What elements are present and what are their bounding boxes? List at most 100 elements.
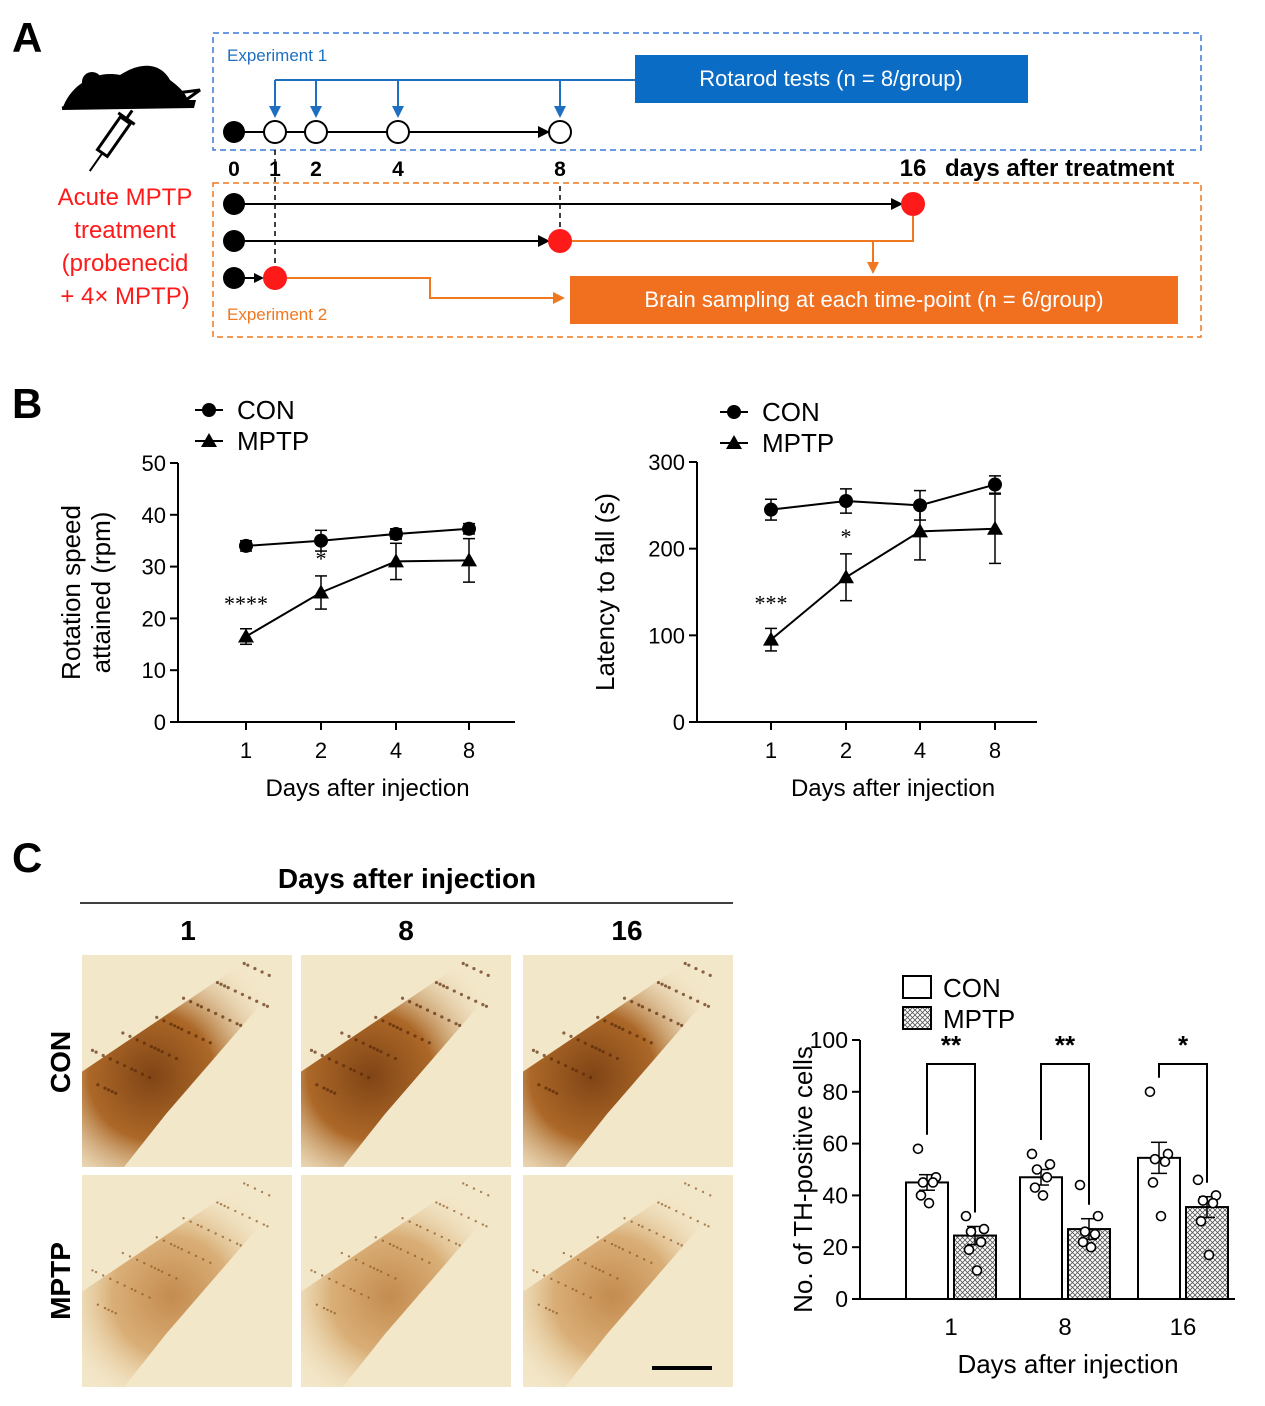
cell-speckle: [315, 1083, 319, 1087]
cell-speckle: [313, 1270, 317, 1274]
legend-marker: [726, 435, 742, 449]
cell-speckle: [676, 1242, 680, 1245]
cell-speckle: [265, 1004, 270, 1008]
cell-speckle: [90, 1048, 95, 1052]
cell-speckle: [642, 1258, 646, 1261]
row-label-mptp: MPTP: [45, 1242, 76, 1320]
column-label-16: 16: [611, 915, 642, 946]
cell-speckle: [228, 1018, 232, 1022]
cell-speckle: [460, 1213, 463, 1216]
cell-speckle: [121, 1251, 125, 1255]
cell-speckle: [543, 1274, 546, 1277]
cell-speckle: [434, 980, 439, 985]
cell-speckle: [664, 1204, 667, 1208]
cell-speckle: [206, 1008, 211, 1012]
syringe-icon: [88, 109, 136, 172]
column-label-8: 8: [398, 915, 414, 946]
cell-speckle: [630, 1000, 634, 1004]
cell-speckle: [340, 1251, 344, 1255]
cell-speckle: [532, 1269, 535, 1272]
cell-speckle: [201, 1037, 205, 1041]
cell-speckle: [395, 1025, 399, 1030]
orange-arrowhead-2: [553, 292, 565, 304]
brain-sampling-text: Brain sampling at each time-point (n = 6…: [644, 287, 1103, 312]
cell-speckle: [615, 1056, 619, 1061]
treatment-line-4: + 4× MPTP): [60, 283, 189, 310]
cell-speckle: [128, 1255, 132, 1258]
data-point: [978, 1223, 990, 1235]
cell-speckle: [401, 1217, 404, 1220]
cell-speckle: [660, 982, 664, 986]
legend-label-con: CON: [762, 397, 820, 427]
data-point: [1155, 1210, 1167, 1222]
data-point: [1092, 1210, 1104, 1222]
data-point: [1077, 1236, 1089, 1248]
cell-speckle: [662, 1235, 666, 1239]
micrograph-con-16: [523, 955, 733, 1167]
significance-label: ***: [755, 590, 788, 615]
cell-speckle: [374, 1015, 378, 1019]
point-con: [239, 538, 253, 553]
cell-speckle: [176, 1025, 180, 1030]
y-tick-label: 20: [142, 606, 166, 631]
cell-speckle: [226, 1206, 230, 1209]
data-point: [1089, 1228, 1101, 1240]
treatment-line-1: Acute MPTP: [58, 184, 193, 211]
data-point: [1074, 1179, 1086, 1191]
series-line-mptp: [245, 559, 470, 638]
cell-speckle: [347, 1034, 351, 1039]
point-con: [314, 533, 328, 548]
point-con: [988, 477, 1002, 492]
micrograph-mptp-8: [301, 1175, 511, 1387]
cell-speckle: [196, 1003, 200, 1007]
cell-speckle: [458, 1023, 462, 1027]
cell-speckle: [369, 1265, 372, 1268]
cell-speckle: [255, 1220, 258, 1223]
y-tick-label: 30: [142, 555, 166, 580]
data-point: [1085, 1241, 1097, 1253]
cell-speckle: [155, 1236, 158, 1239]
point-mptp: [313, 584, 329, 599]
cell-speckle: [703, 1223, 707, 1226]
cell-speckle: [388, 1242, 392, 1246]
cell-speckle: [435, 1201, 438, 1204]
cell-speckle: [708, 973, 712, 977]
cell-speckle: [420, 1258, 424, 1261]
cell-speckle: [537, 1303, 541, 1306]
cell-speckle: [94, 1270, 98, 1274]
cell-speckle: [309, 1048, 314, 1052]
experiment-1-box: [212, 32, 1202, 151]
cell-speckle: [208, 1041, 212, 1045]
cell-speckle: [128, 1034, 132, 1039]
cell-speckle: [406, 1030, 410, 1035]
cell-speckle: [349, 1067, 353, 1071]
cell-speckle: [598, 1268, 601, 1272]
data-point: [1041, 1171, 1053, 1183]
cell-speckle: [322, 1086, 326, 1090]
row-label-con: CON: [45, 1031, 76, 1093]
cell-speckle: [589, 1296, 592, 1299]
cell-speckle: [583, 1041, 587, 1045]
stained-region: [301, 965, 501, 1167]
cell-speckle: [135, 1258, 139, 1262]
cell-speckle: [581, 1072, 586, 1076]
cell-speckle: [608, 1053, 612, 1057]
data-point: [1192, 1174, 1204, 1186]
cell-speckle: [376, 1268, 379, 1272]
cell-speckle: [395, 1246, 399, 1249]
cell-speckle: [221, 1015, 225, 1019]
x-tick-label: 2: [315, 738, 327, 763]
cell-speckle: [239, 1244, 242, 1247]
cell-speckle: [465, 1183, 468, 1187]
x-axis-label: Days after injection: [957, 1349, 1178, 1379]
cell-speckle: [322, 1306, 326, 1310]
cell-speckle: [374, 1236, 377, 1239]
cell-speckle: [459, 992, 464, 997]
cell-speckle: [669, 1239, 673, 1242]
cell-speckle: [616, 1277, 619, 1280]
cell-speckle: [214, 1232, 217, 1235]
cell-speckle: [630, 1220, 633, 1223]
cell-speckle: [415, 1003, 419, 1007]
cell-speckle: [221, 1235, 225, 1239]
